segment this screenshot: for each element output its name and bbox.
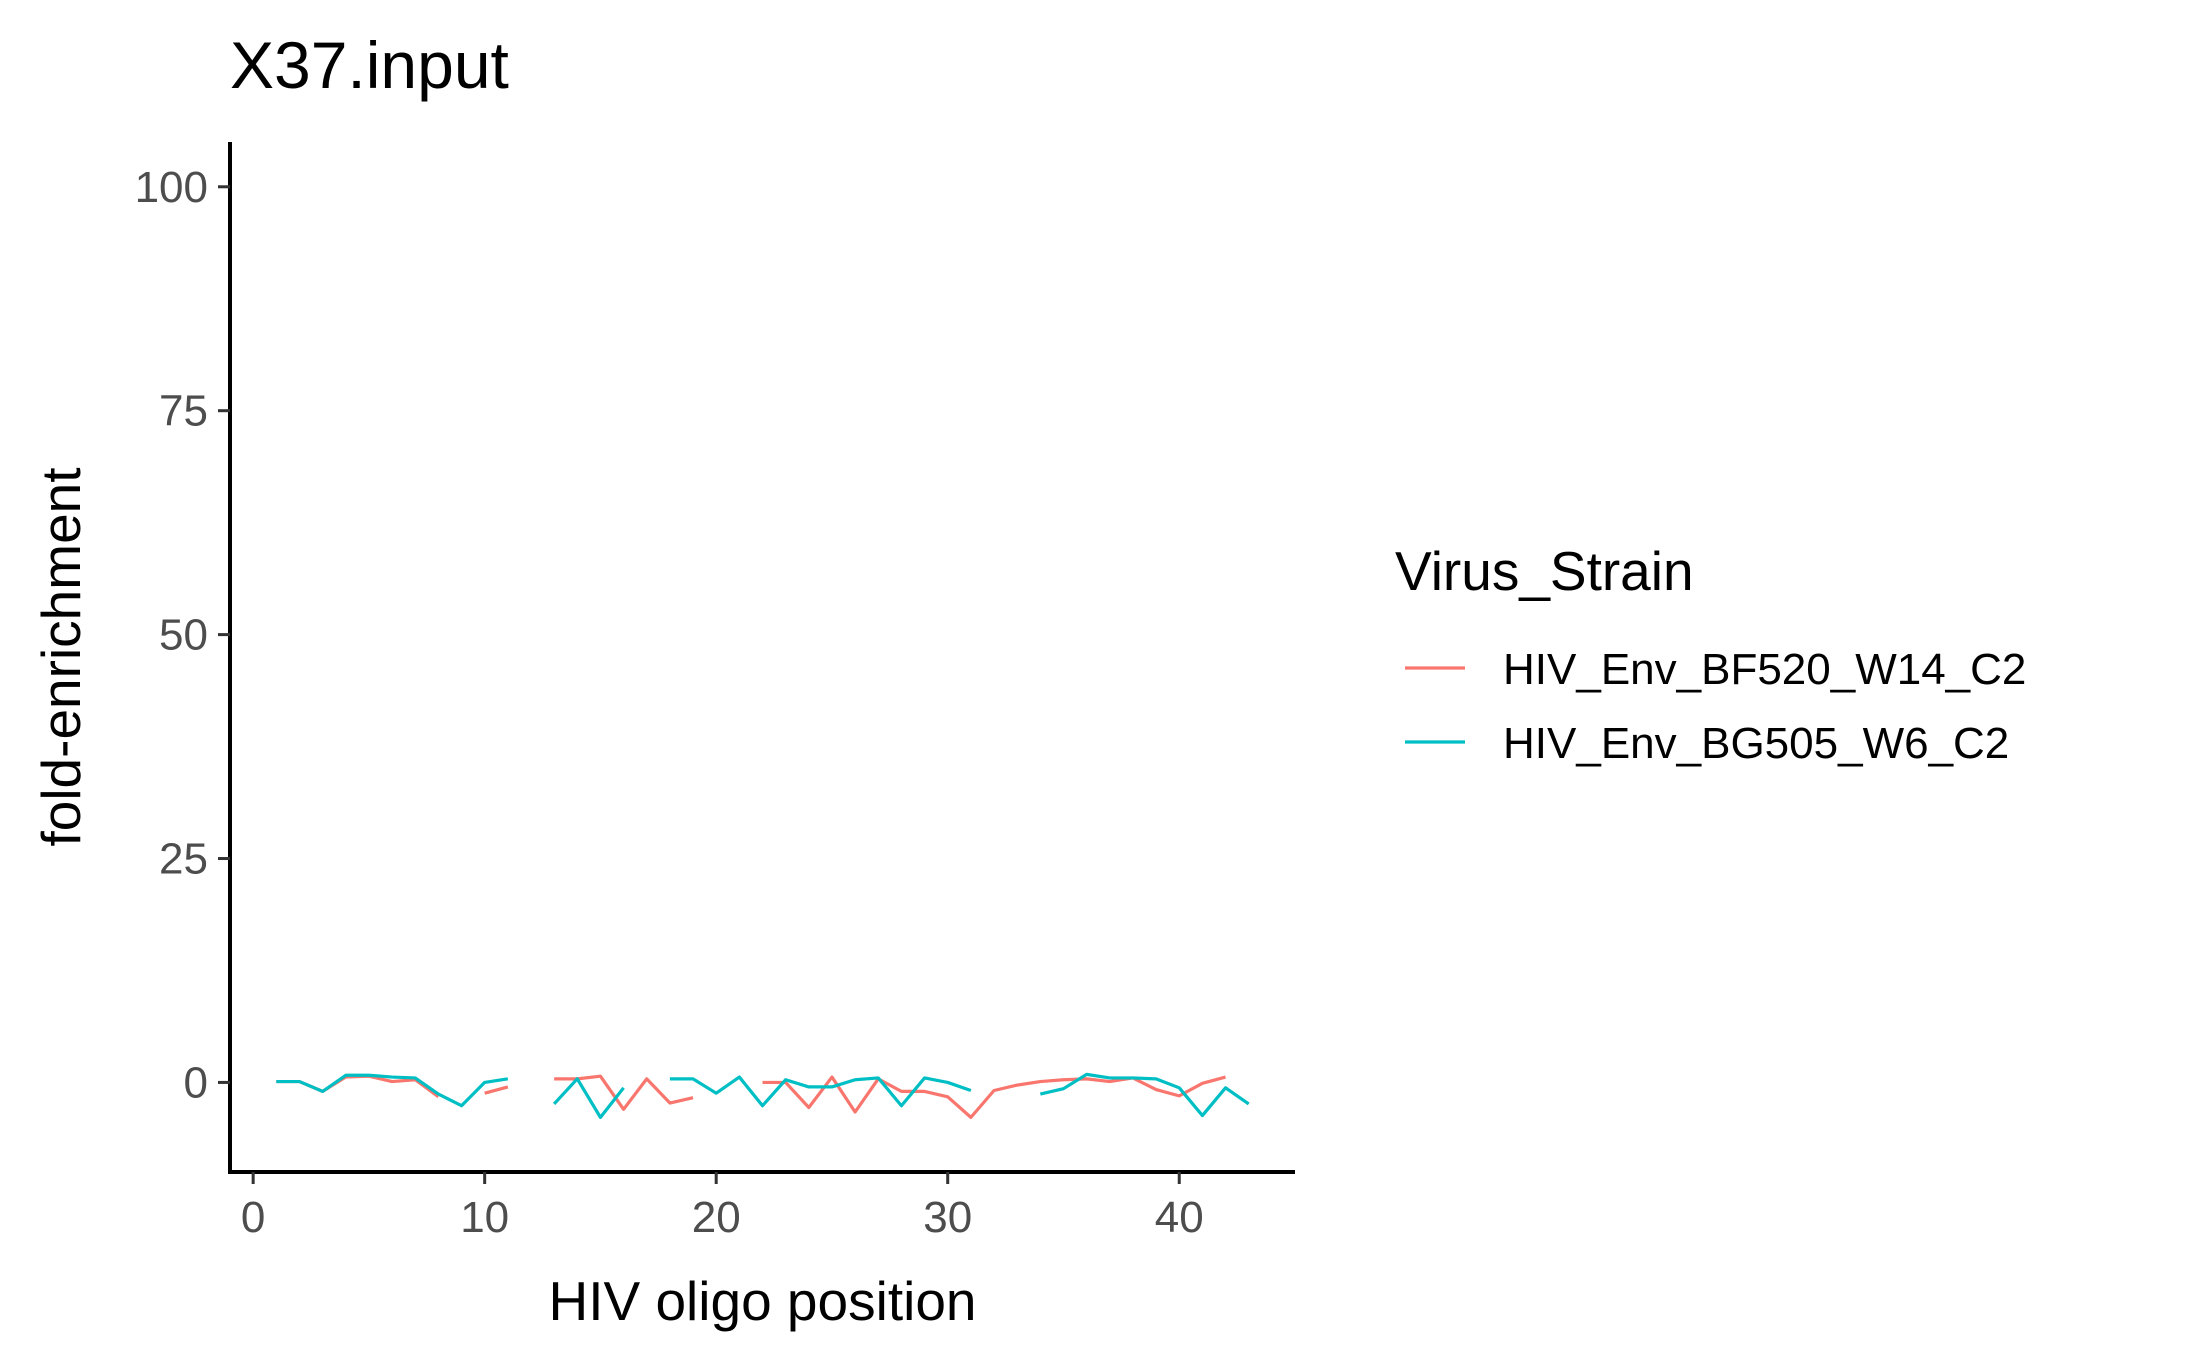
- chart-title: X37.input: [230, 28, 509, 102]
- y-tick-label: 100: [135, 163, 208, 212]
- x-tick-label: 0: [241, 1193, 265, 1242]
- series-2: [276, 1072, 1250, 1119]
- x-tick-label: 10: [460, 1193, 509, 1242]
- series-line-segment: [552, 1077, 625, 1119]
- plot-area: [276, 1072, 1250, 1119]
- y-tick-label: 0: [184, 1058, 208, 1107]
- series-line-segment: [484, 1085, 509, 1095]
- y-tick-label: 25: [159, 835, 208, 884]
- y-axis-title: fold-enrichment: [30, 467, 92, 846]
- series-line-segment: [669, 1075, 972, 1108]
- x-tick-label: 30: [923, 1193, 972, 1242]
- y-axis-ticks: 0 25 50 75 100: [135, 163, 230, 1107]
- x-tick-label: 40: [1155, 1193, 1204, 1242]
- legend-label: HIV_Env_BF520_W14_C2: [1503, 645, 2026, 694]
- series-line-segment: [1039, 1072, 1250, 1118]
- legend: Virus_Strain HIV_Env_BF520_W14_C2HIV_Env…: [1395, 540, 2026, 768]
- legend-items: HIV_Env_BF520_W14_C2 HIV_Env_BG505_W6_C2: [1405, 645, 2026, 768]
- legend-title: Virus_Strain: [1395, 540, 1694, 602]
- legend-item: HIV_Env_BF520_W14_C2: [1405, 645, 2026, 694]
- legend-label: HIV_Env_BG505_W6_C2: [1503, 719, 2009, 768]
- x-axis-title: HIV oligo position: [548, 1270, 976, 1332]
- legend-item: HIV_Env_BG505_W6_C2: [1405, 719, 2009, 768]
- x-tick-label: 20: [692, 1193, 741, 1242]
- series-line-segment: [276, 1073, 509, 1108]
- series-line-segment: [762, 1075, 1226, 1119]
- y-tick-label: 50: [159, 611, 208, 660]
- series-1: [276, 1074, 1226, 1119]
- x-axis-ticks: 0 10 20 30 40: [241, 1172, 1204, 1242]
- y-tick-label: 75: [159, 387, 208, 436]
